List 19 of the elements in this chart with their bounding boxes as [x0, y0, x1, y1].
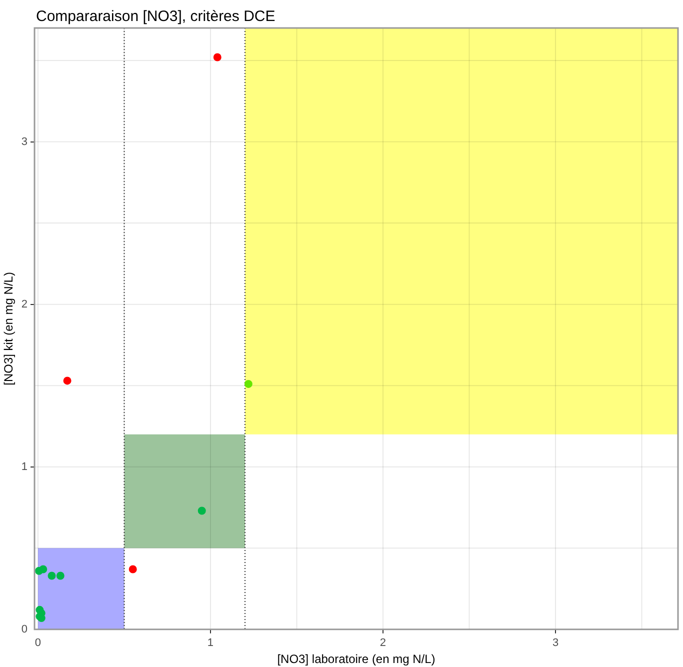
y-axis-title: [NO3] kit (en mg N/L) [2, 272, 16, 386]
chart-title: Compararaison [NO3], critères DCE [36, 8, 276, 25]
point [198, 506, 206, 515]
y-tick-label: 3 [21, 136, 28, 148]
point [63, 376, 72, 385]
x-tick-label: 1 [207, 637, 214, 650]
point [244, 380, 252, 388]
x-tick-label: 0 [34, 637, 42, 650]
y-tick-label: 2 [21, 298, 28, 310]
point [48, 572, 56, 580]
point [128, 565, 137, 574]
point [56, 572, 64, 580]
point [213, 53, 222, 62]
y-tick-label: 1 [21, 460, 28, 473]
y-tick-label: 0 [21, 623, 28, 636]
x-axis-title: [NO3] laboratoire (en mg N/L) [277, 652, 436, 666]
x-tick-label: 2 [380, 637, 386, 650]
x-tick-label: 3 [552, 637, 559, 650]
point [39, 565, 48, 574]
